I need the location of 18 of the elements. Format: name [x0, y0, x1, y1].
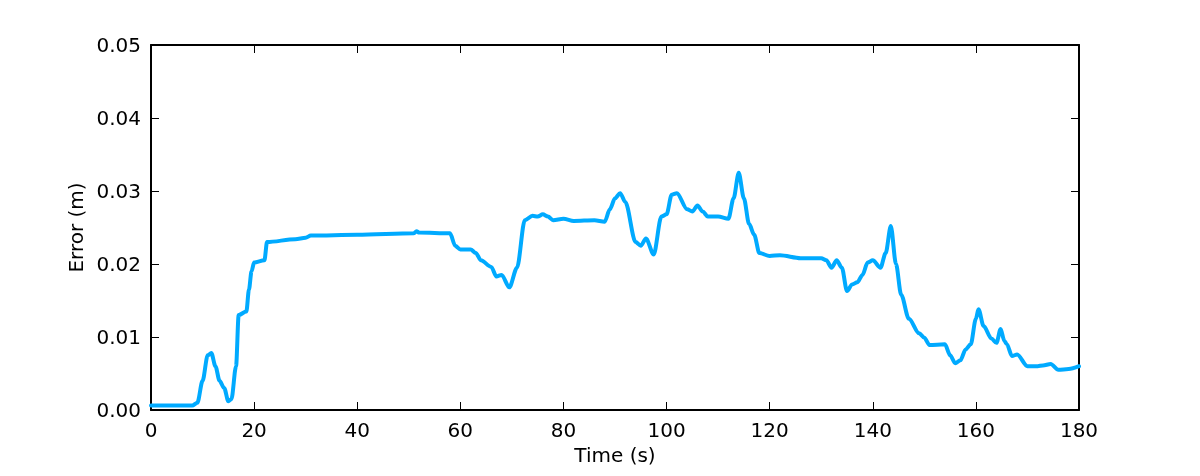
x-tick-label: 160 — [956, 418, 995, 442]
x-tick-label: 60 — [447, 418, 474, 442]
y-tick-label: 0.01 — [96, 325, 141, 349]
y-tick-label: 0.04 — [96, 106, 141, 130]
x-tick-label: 140 — [853, 418, 892, 442]
x-axis-title: Time (s) — [573, 442, 656, 467]
x-tick-label: 40 — [344, 418, 370, 442]
x-tick-label: 20 — [241, 418, 267, 442]
y-tick-label: 0.02 — [96, 252, 141, 276]
x-tick-label: 120 — [750, 418, 789, 442]
y-tick-label: 0.05 — [96, 33, 141, 57]
y-tick-label: 0.00 — [96, 398, 141, 422]
x-tick-label: 180 — [1059, 418, 1099, 442]
y-tick-label: 0.03 — [96, 179, 141, 203]
x-tick-label: 100 — [647, 418, 686, 442]
x-tick-label: 80 — [550, 418, 577, 442]
y-axis-title: Error (m) — [63, 182, 88, 273]
x-tick-label: 0 — [144, 418, 158, 442]
